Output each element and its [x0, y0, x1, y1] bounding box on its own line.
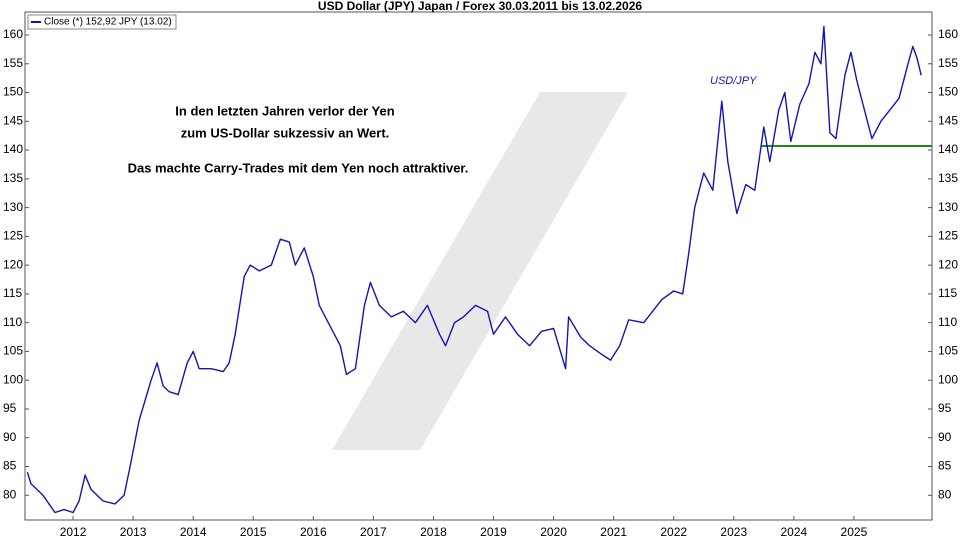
y-tick-label: 140 [3, 142, 23, 156]
x-tick-label: 2018 [420, 525, 447, 539]
y2-tick-label: 125 [938, 229, 958, 243]
y-tick-label: 130 [3, 200, 23, 214]
y-tick-label: 95 [3, 401, 17, 415]
x-tick-label: 2016 [300, 525, 327, 539]
y2-tick-label: 130 [938, 200, 958, 214]
price-line [26, 25, 922, 514]
x-tick-label: 2019 [480, 525, 507, 539]
annotation: In den letzten Jahren verlor der Yen [175, 103, 394, 118]
x-tick-label: 2020 [540, 525, 567, 539]
y-tick-label: 115 [3, 286, 22, 300]
y2-tick-label: 150 [938, 85, 958, 99]
y-tick-label: 80 [3, 487, 17, 501]
y2-tick-label: 90 [938, 430, 952, 444]
watermark [332, 92, 628, 450]
x-tick-label: 2023 [720, 525, 747, 539]
y-tick-label: 100 [3, 372, 23, 386]
y2-tick-label: 110 [938, 315, 957, 329]
y-tick-label: 110 [3, 315, 22, 329]
x-tick-label: 2015 [240, 525, 267, 539]
x-tick-label: 2013 [120, 525, 147, 539]
legend-text: Close (*) 152,92 JPY (13.02) [44, 17, 172, 28]
y-tick-label: 105 [3, 344, 23, 358]
y2-tick-label: 120 [938, 257, 958, 271]
y2-tick-label: 160 [938, 27, 958, 41]
y2-tick-label: 135 [938, 171, 958, 185]
x-tick-label: 2021 [600, 525, 627, 539]
x-tick-label: 2024 [780, 525, 807, 539]
plot-frame [24, 11, 933, 521]
x-tick-label: 2017 [360, 525, 387, 539]
x-tick-label: 2022 [660, 525, 687, 539]
y-tick-label: 125 [3, 229, 23, 243]
y-tick-label: 85 [3, 459, 17, 473]
y2-tick-label: 80 [938, 487, 952, 501]
y2-tick-label: 115 [938, 286, 957, 300]
y2-tick-label: 100 [938, 372, 958, 386]
y2-tick-label: 105 [938, 344, 958, 358]
y2-tick-label: 140 [938, 142, 958, 156]
series-label: USD/JPY [710, 75, 757, 87]
y2-tick-label: 95 [938, 401, 952, 415]
y-tick-label: 90 [3, 430, 17, 444]
legend-box [27, 14, 177, 30]
y-tick-label: 145 [3, 113, 23, 127]
chart-title: USD Dollar (JPY) Japan / Forex 30.03.201… [318, 0, 643, 13]
y-tick-label: 135 [3, 171, 23, 185]
y-tick-label: 150 [3, 85, 23, 99]
y2-tick-label: 85 [938, 459, 952, 473]
annotation: Das machte Carry-Trades mit dem Yen noch… [128, 160, 469, 175]
y2-tick-label: 155 [938, 56, 958, 70]
y-tick-label: 155 [3, 56, 23, 70]
annotation: zum US-Dollar sukzessiv an Wert. [181, 125, 390, 140]
y-tick-label: 160 [3, 27, 23, 41]
y-tick-label: 120 [3, 257, 23, 271]
x-tick-label: 2014 [180, 525, 207, 539]
x-tick-label: 2025 [841, 525, 868, 539]
y2-tick-label: 145 [938, 113, 958, 127]
x-tick-label: 2012 [60, 525, 87, 539]
